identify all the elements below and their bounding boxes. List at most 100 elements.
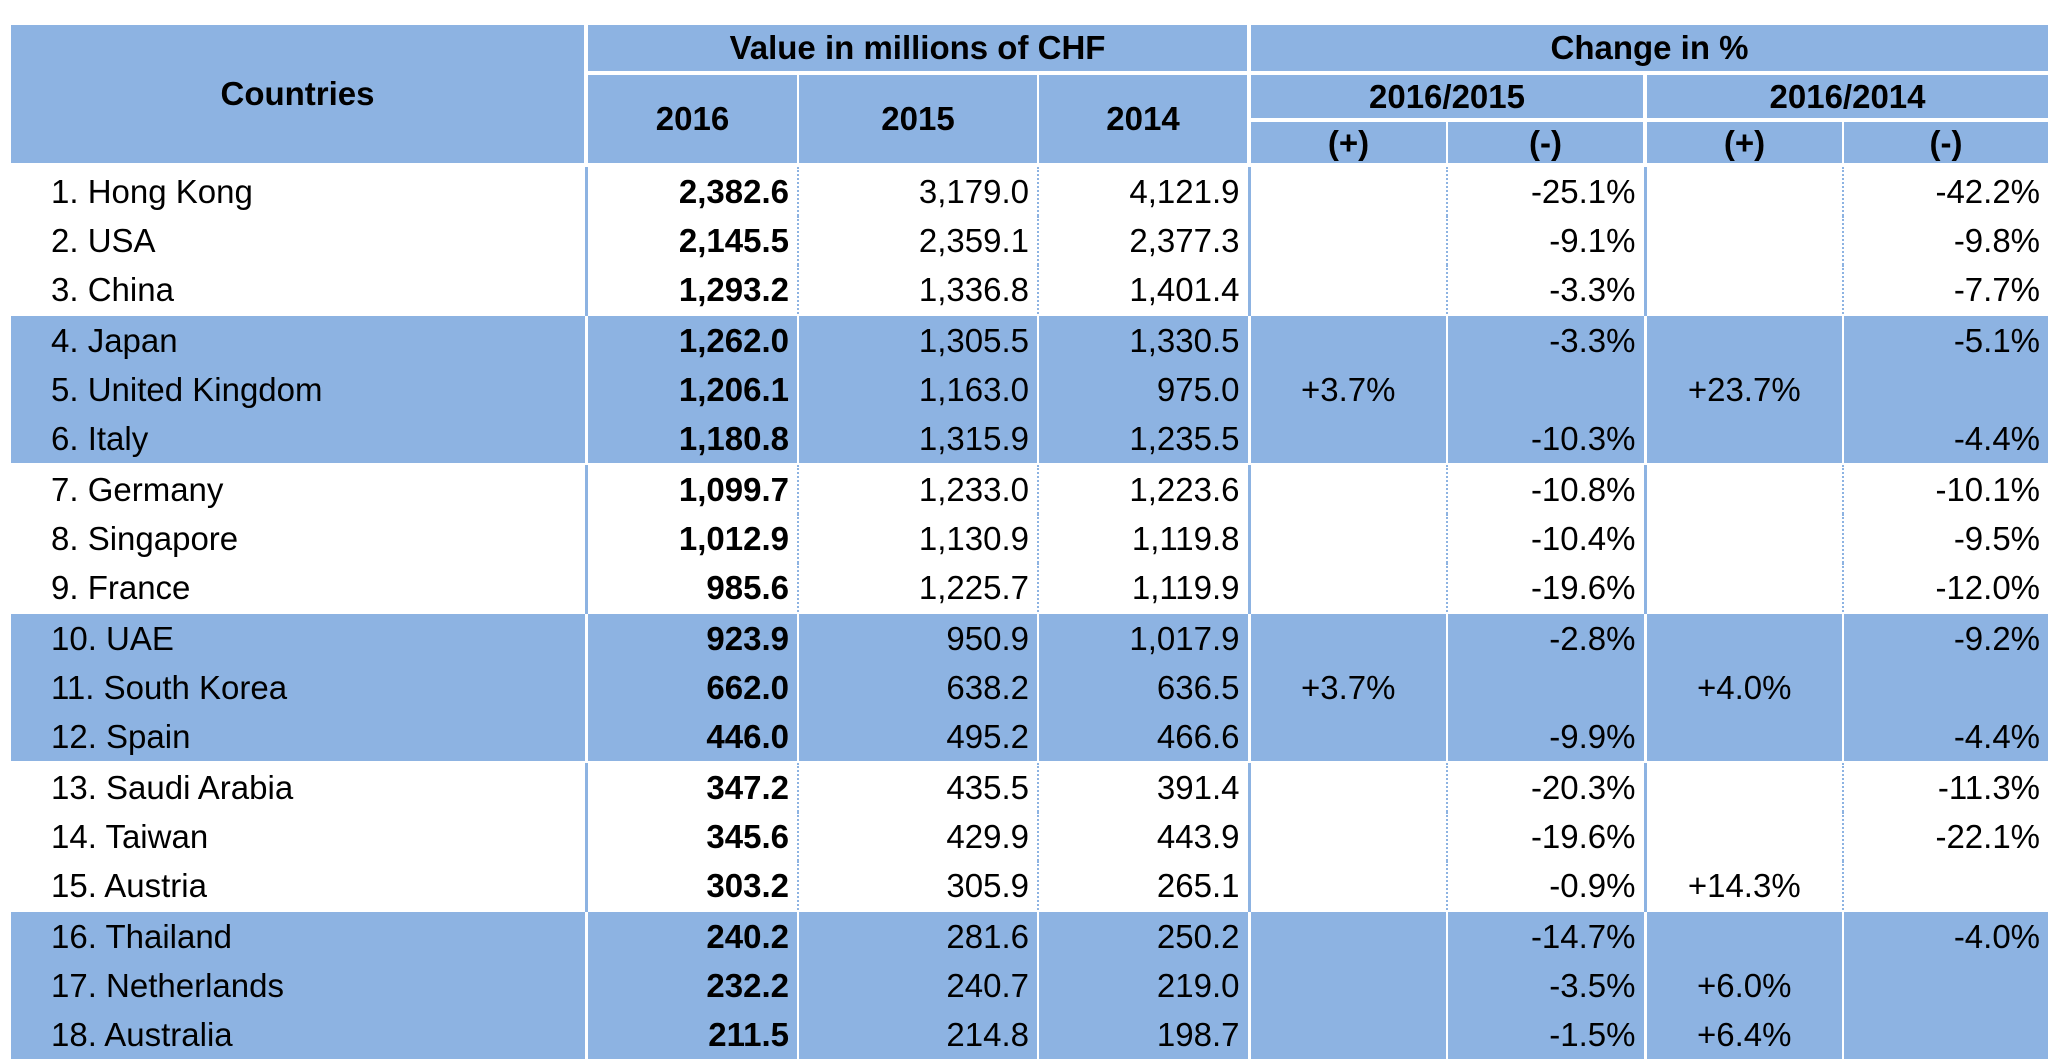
change-2016-2014-plus-cell: [1643, 514, 1843, 563]
table-row: 15. Austria 303.2 305.9 265.1 -0.9% +14.3%: [11, 861, 2048, 911]
value-2014-cell: 443.9: [1037, 812, 1249, 861]
table-row: 11. South Korea 662.0 638.2 636.5 +3.7% +4.0%: [11, 663, 2048, 712]
change-2016-2015-plus-cell: [1247, 514, 1447, 563]
change-2016-2015-plus-cell: [1247, 712, 1447, 762]
value-2014-cell: 4,121.9: [1037, 165, 1249, 216]
value-2014-cell: 1,223.6: [1037, 463, 1249, 514]
value-2015-cell: 495.2: [797, 712, 1038, 762]
value-2015-cell: 3,179.0: [797, 165, 1038, 216]
change-2016-2014-plus-cell: [1643, 712, 1843, 762]
rank-label: 12.: [51, 717, 97, 755]
country-cell: 12. Spain: [11, 712, 586, 762]
country-cell: 18. Australia: [11, 1010, 586, 1059]
header-minus-2: (-): [1841, 120, 2048, 167]
value-2015-cell: 1,163.0: [797, 365, 1038, 414]
value-2016-cell: 2,382.6: [584, 165, 798, 216]
change-2016-2015-plus-cell: [1247, 165, 1447, 216]
table-row: 8. Singapore 1,012.9 1,130.9 1,119.8 -10.4% -…: [11, 514, 2048, 563]
change-2016-2015-minus-cell: -3.3%: [1446, 314, 1645, 365]
value-2015-cell: 214.8: [797, 1010, 1038, 1059]
country-name: Australia: [104, 1015, 233, 1053]
header-period-2016-2015: 2016/2015: [1247, 73, 1645, 122]
change-2016-2015-minus-cell: -3.3%: [1446, 265, 1645, 315]
change-2016-2015-minus-cell: -20.3%: [1446, 761, 1645, 812]
value-2015-cell: 1,336.8: [797, 265, 1038, 315]
change-2016-2014-plus-cell: [1643, 812, 1843, 861]
value-2015-cell: 435.5: [797, 761, 1038, 812]
change-2016-2014-minus-cell: -42.2%: [1841, 165, 2048, 216]
country-name: USA: [87, 221, 156, 259]
change-2016-2015-plus-cell: [1247, 910, 1447, 961]
value-2014-cell: 1,119.8: [1037, 514, 1249, 563]
value-2014-cell: 466.6: [1037, 712, 1249, 762]
country-name: China: [87, 270, 174, 308]
country-name: Austria: [104, 866, 207, 904]
value-2016-cell: 240.2: [584, 910, 798, 961]
value-2014-cell: 1,235.5: [1037, 414, 1249, 464]
change-2016-2014-minus-cell: -12.0%: [1841, 563, 2048, 613]
value-2014-cell: 391.4: [1037, 761, 1249, 812]
value-2014-cell: 1,330.5: [1037, 314, 1249, 365]
value-2014-cell: 250.2: [1037, 910, 1249, 961]
change-2016-2014-minus-cell: -9.8%: [1841, 216, 2048, 265]
country-name: Spain: [106, 717, 191, 755]
country-name: Netherlands: [106, 966, 284, 1004]
change-2016-2014-plus-cell: [1643, 216, 1843, 265]
change-2016-2014-plus-cell: [1643, 414, 1843, 464]
header-change-group: Change in %: [1246, 25, 2048, 75]
value-2014-cell: 219.0: [1037, 961, 1249, 1010]
value-2015-cell: 950.9: [797, 612, 1038, 663]
rank-label: 7.: [51, 470, 79, 508]
country-cell: 1. Hong Kong: [11, 165, 586, 216]
table-row: 6. Italy 1,180.8 1,315.9 1,235.5 -10.3% -4.4%: [11, 414, 2048, 464]
value-2014-cell: 636.5: [1037, 663, 1249, 712]
rank-label: 14.: [51, 817, 97, 855]
value-2016-cell: 1,206.1: [584, 365, 798, 414]
change-2016-2015-plus-cell: [1247, 463, 1447, 514]
rank-label: 10.: [51, 619, 97, 657]
change-2016-2014-plus-cell: +6.4%: [1643, 1010, 1843, 1059]
value-2016-cell: 211.5: [584, 1010, 798, 1059]
rank-label: 9.: [51, 568, 79, 606]
country-name: Germany: [87, 470, 224, 508]
rank-label: 11.: [51, 668, 95, 706]
value-2015-cell: 1,130.9: [797, 514, 1038, 563]
change-2016-2014-plus-cell: [1643, 165, 1843, 216]
value-2015-cell: 281.6: [797, 910, 1038, 961]
change-2016-2015-plus-cell: [1247, 265, 1447, 315]
change-2016-2014-minus-cell: [1841, 861, 2048, 911]
value-2014-cell: 1,401.4: [1037, 265, 1249, 315]
value-2016-cell: 1,293.2: [584, 265, 798, 315]
change-2016-2014-minus-cell: -11.3%: [1841, 761, 2048, 812]
change-2016-2014-minus-cell: -4.4%: [1841, 414, 2048, 464]
value-2016-cell: 923.9: [584, 612, 798, 663]
change-2016-2015-minus-cell: [1446, 365, 1645, 414]
rank-label: 13.: [51, 768, 97, 806]
change-2016-2014-plus-cell: +6.0%: [1643, 961, 1843, 1010]
change-2016-2014-minus-cell: -9.2%: [1841, 612, 2048, 663]
country-name: United Kingdom: [87, 370, 323, 408]
value-2016-cell: 345.6: [584, 812, 798, 861]
change-2016-2015-plus-cell: [1247, 216, 1447, 265]
rank-label: 16.: [51, 917, 97, 955]
value-2014-cell: 265.1: [1037, 861, 1249, 911]
change-2016-2015-plus-cell: [1247, 761, 1447, 812]
change-2016-2014-minus-cell: -4.0%: [1841, 910, 2048, 961]
table-row: 18. Australia 211.5 214.8 198.7 -1.5% +6.4%: [11, 1010, 2048, 1059]
country-cell: 2. USA: [11, 216, 586, 265]
change-2016-2014-minus-cell: [1841, 961, 2048, 1010]
change-2016-2014-minus-cell: -4.4%: [1841, 712, 2048, 762]
change-2016-2015-minus-cell: -19.6%: [1446, 812, 1645, 861]
change-2016-2014-minus-cell: -7.7%: [1841, 265, 2048, 315]
change-2016-2014-plus-cell: +14.3%: [1643, 861, 1843, 911]
table-row: 10. UAE 923.9 950.9 1,017.9 -2.8% -9.2%: [11, 612, 2048, 663]
country-cell: 3. China: [11, 265, 586, 315]
change-2016-2015-minus-cell: -14.7%: [1446, 910, 1645, 961]
change-2016-2015-minus-cell: -0.9%: [1446, 861, 1645, 911]
change-2016-2015-plus-cell: [1247, 812, 1447, 861]
change-2016-2014-plus-cell: [1643, 314, 1843, 365]
table-row: 2. USA 2,145.5 2,359.1 2,377.3 -9.1% -9.8%: [11, 216, 2048, 265]
value-2016-cell: 2,145.5: [584, 216, 798, 265]
value-2016-cell: 1,180.8: [584, 414, 798, 464]
change-2016-2014-plus-cell: +23.7%: [1643, 365, 1843, 414]
